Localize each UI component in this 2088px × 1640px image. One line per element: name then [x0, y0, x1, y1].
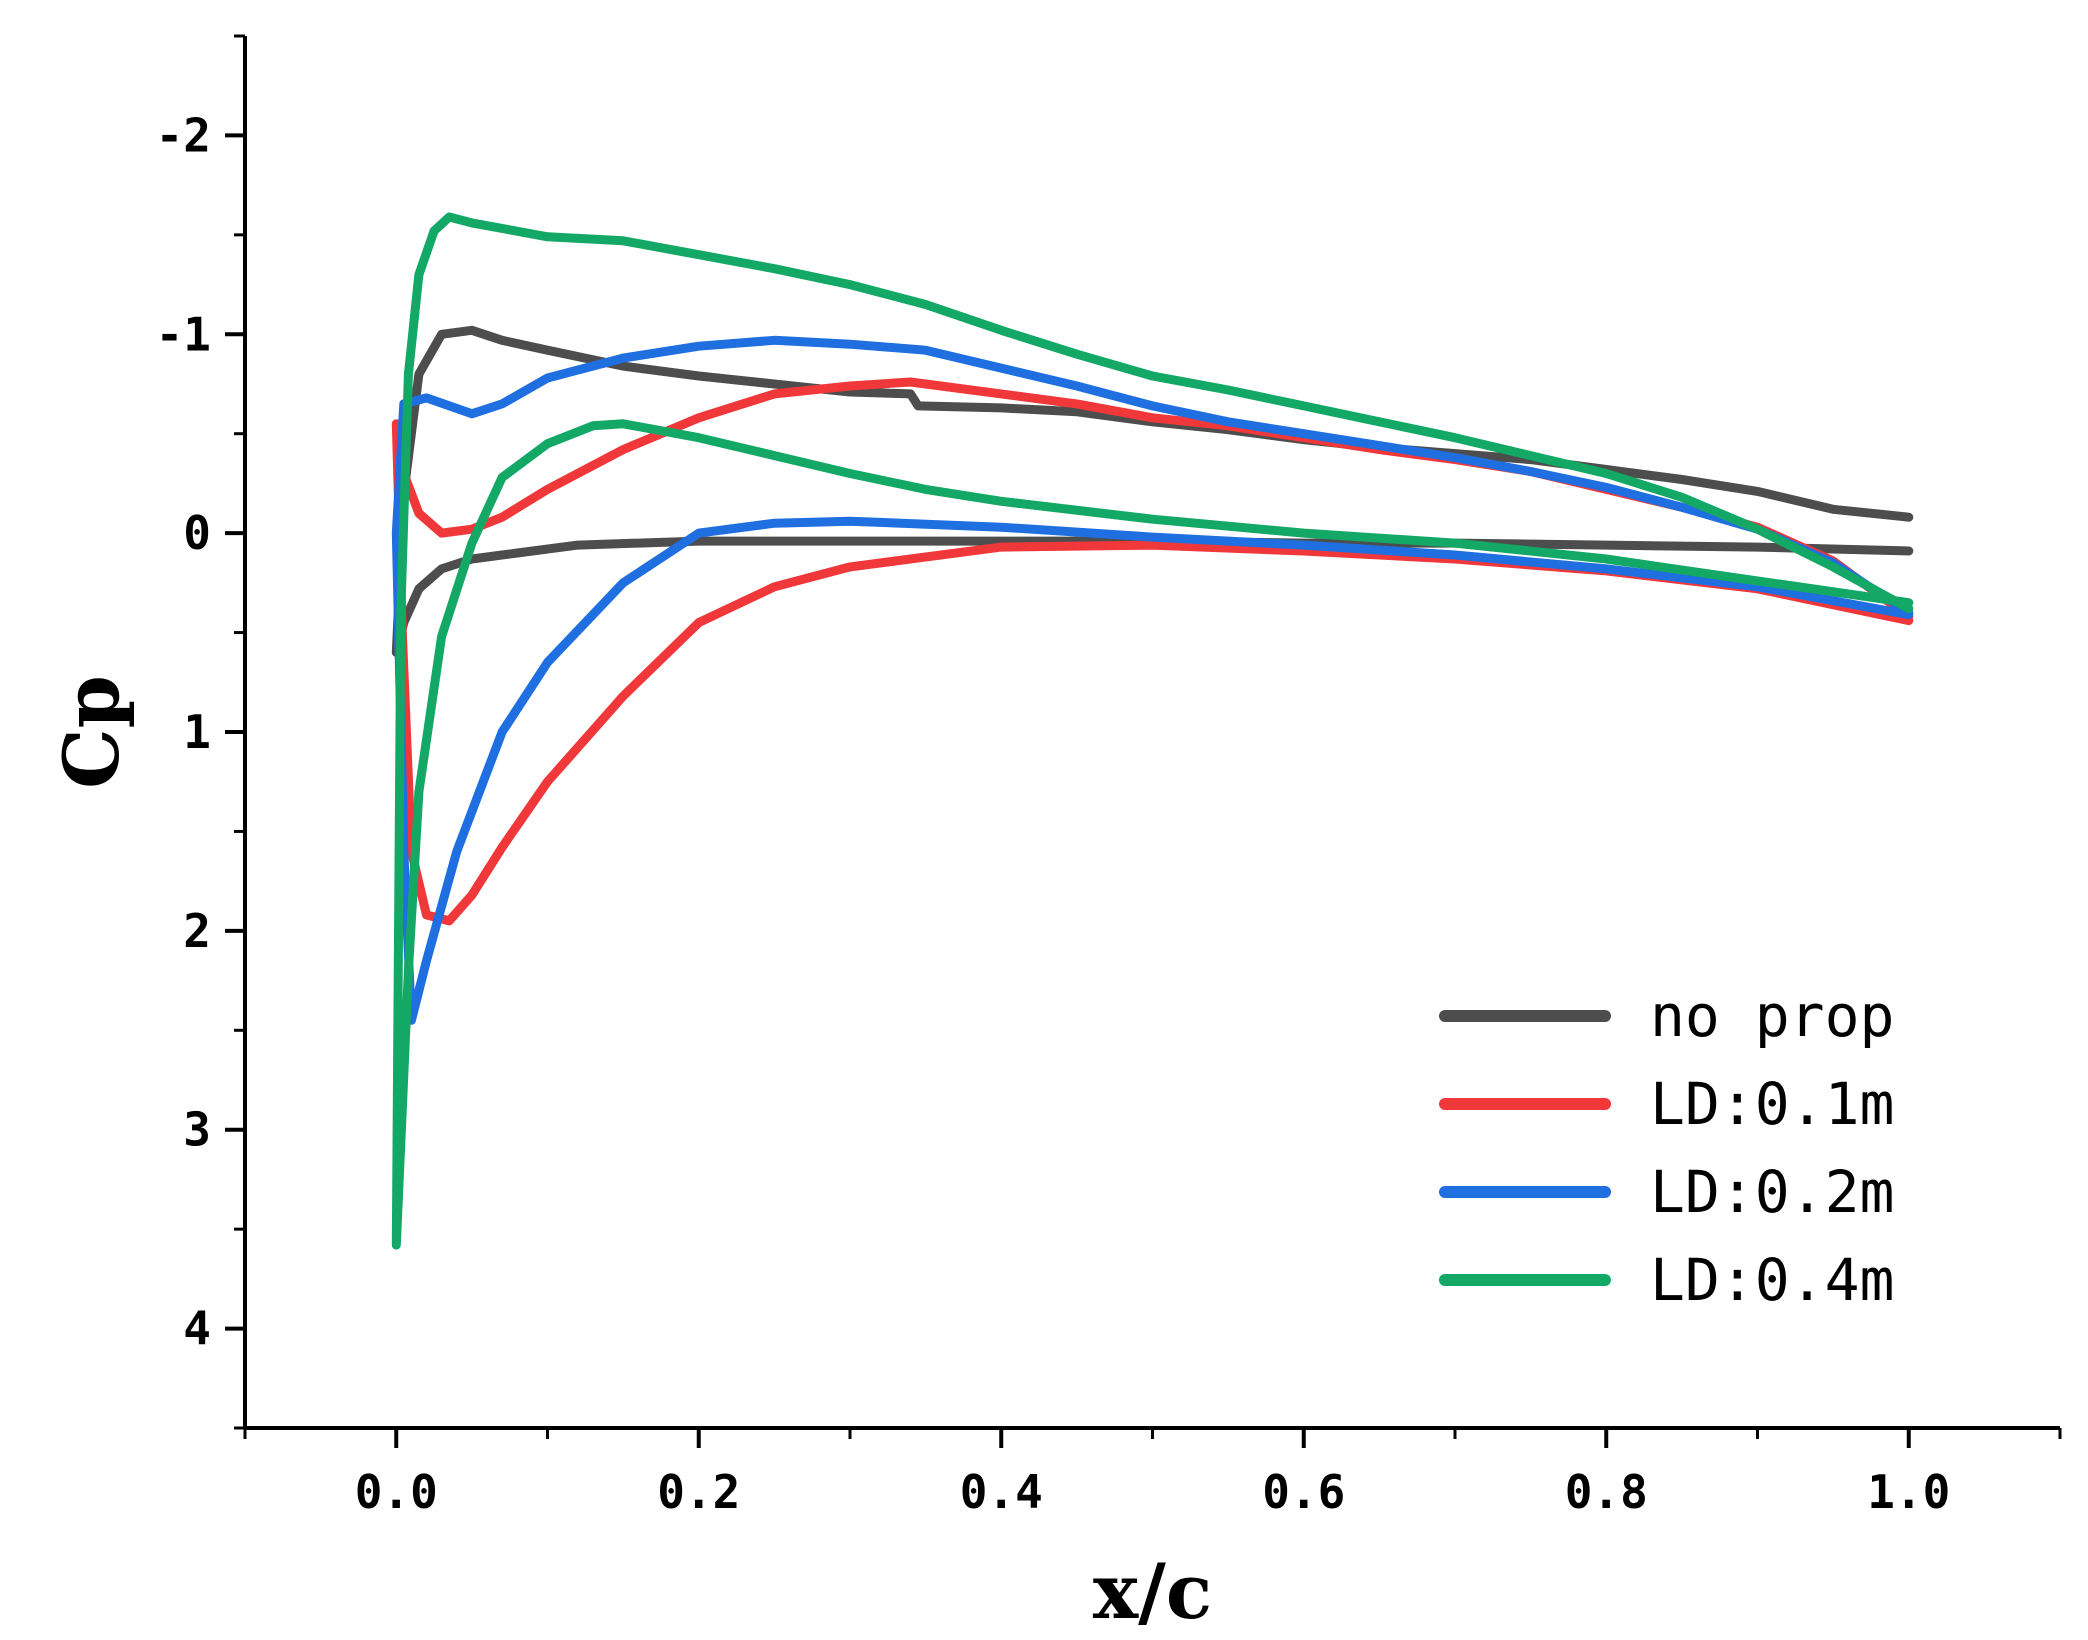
y-tick-label: 2 [183, 904, 211, 958]
x-tick-label: 0.0 [355, 1465, 438, 1519]
legend: no prop LD:0.1m LD:0.2m LD:0.4m [1439, 982, 1894, 1314]
y-axis-label: Cp [47, 675, 136, 789]
x-tick-label: 0.4 [960, 1465, 1043, 1519]
y-tick-label: -2 [156, 108, 211, 162]
series-line-ld-0-1m [391, 377, 1914, 926]
y-tick-label: -1 [156, 307, 211, 361]
y-tick-label: 3 [183, 1103, 211, 1157]
x-axis-label: x/c [1093, 1547, 1212, 1636]
x-tick-label: 0.8 [1565, 1465, 1648, 1519]
x-tick-label: 1.0 [1867, 1465, 1950, 1519]
series-line-ld-0-4m [391, 212, 1914, 1250]
y-tick-label: 0 [183, 506, 211, 560]
y-tick-label: 1 [183, 705, 211, 759]
series-line-ld-0-2m [391, 335, 1914, 1025]
legend-label-ld-0-4m: LD:0.4m [1650, 1246, 1894, 1314]
legend-label-ld-0-1m: LD:0.1m [1650, 1070, 1894, 1138]
x-tick-label: 0.6 [1262, 1465, 1345, 1519]
legend-label-ld-0-2m: LD:0.2m [1650, 1158, 1894, 1226]
legend-label-no-prop: no prop [1650, 982, 1894, 1050]
x-tick-label: 0.2 [657, 1465, 740, 1519]
ticks: 0.0 0.2 0.4 0.6 0.8 1.0 -2 -1 0 1 2 3 4 [156, 34, 2062, 1519]
series-lines [391, 212, 1914, 1250]
y-tick-label: 4 [183, 1302, 211, 1356]
